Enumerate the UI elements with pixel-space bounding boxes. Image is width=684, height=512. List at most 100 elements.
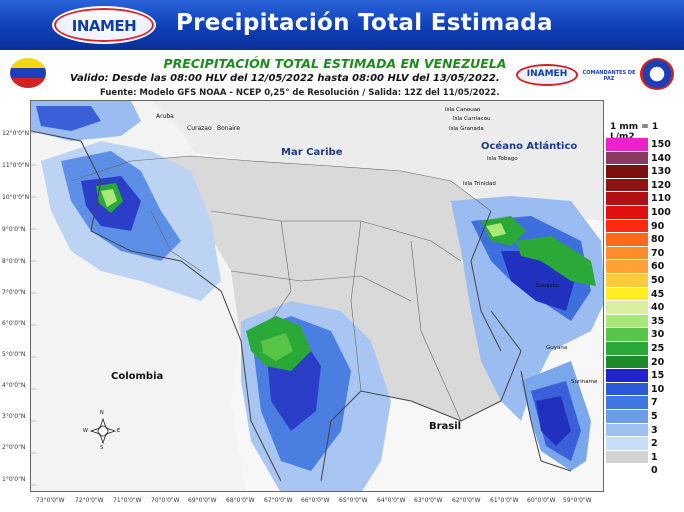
legend-swatch [606,274,648,288]
lon-tick-68w: 68°0'0"W [226,497,255,504]
legend-value: 3 [651,424,658,436]
label-curazao: Curazao [187,125,212,132]
legend-swatch [606,410,648,424]
lat-tick-1n: 1°0'0"N [2,476,26,483]
label-mar-caribe: Mar Caribe [281,147,343,158]
legend-value: 120 [651,179,671,191]
comandantes-logo: COMANDANTES DE PAZ [582,62,636,86]
legend-swatch [606,450,648,465]
legend-swatch [606,369,648,383]
legend-swatch [606,165,648,179]
shield-logo-icon [640,58,674,90]
lat-tick-11n: 11°0'0"N [2,162,30,169]
lon-tick-64w: 64°0'0"W [377,497,406,504]
legend-value: 150 [651,139,671,150]
label-isla-trinidad: Isla Trinidad [463,181,496,187]
label-isla-tobago: Isla Tobago [487,156,518,162]
inameh-small-logo: INAMEH [516,64,578,86]
label-aruba: Aruba [156,113,174,120]
label-esequibo: Esequibo [536,283,559,289]
legend-value: 25 [651,343,665,354]
lat-tick-4n: 4°0'0"N [2,382,26,389]
legend-value: 10 [651,383,665,395]
legend-value: 60 [651,261,665,273]
lat-tick-10n: 10°0'0"N [2,194,30,201]
label-isla-canouan: Isla Canouan [445,107,481,113]
legend-swatch [606,178,648,193]
legend-value: 130 [651,166,671,178]
label-guyana: Guyana [546,345,568,351]
comandantes-logo-text: COMANDANTES DE PAZ [582,70,636,82]
legend-swatch [606,260,648,274]
compass-w-label: W [83,428,88,434]
lon-tick-69w: 69°0'0"W [188,497,217,504]
label-suriname: Suriname [571,379,598,385]
lon-tick-72w: 72°0'0"W [75,497,104,504]
legend-swatch [606,151,648,166]
lon-tick-71w: 71°0'0"W [113,497,142,504]
lon-tick-67w: 67°0'0"W [264,497,293,504]
legend-swatch [606,396,648,410]
legend-swatch [606,328,648,342]
compass-s-label: S [100,445,104,451]
precipitation-map: Mar Caribe Océano Atlántico Colombia Bra… [30,100,604,492]
legend-swatch [606,233,648,247]
label-bonaire: Bonaire [217,125,240,132]
lon-tick-65w: 65°0'0"W [339,497,368,504]
compass-e-label: E [117,428,121,434]
compass-rose-icon [89,417,117,445]
lat-tick-3n: 3°0'0"N [2,413,26,420]
lon-tick-63w: 63°0'0"W [414,497,443,504]
page-title: Precipitación Total Estimada [176,10,553,36]
legend-title: 1 mm = 1 L/m2 [610,122,659,142]
legend-value: 15 [651,370,665,382]
venezuela-flag-icon [10,58,46,88]
label-isla-carriacou: Isla Carriacou [453,116,491,122]
lat-tick-6n: 6°0'0"N [2,320,26,327]
lat-tick-7n: 7°0'0"N [2,289,26,296]
legend-swatch [606,423,648,438]
map-svg [31,101,603,491]
legend-swatch [606,301,648,315]
legend-value: 30 [651,329,665,341]
lon-tick-66w: 66°0'0"W [301,497,330,504]
legend-value: 140 [651,152,671,164]
legend-value: 1 [651,451,658,463]
legend-swatch [606,246,648,261]
legend-value: 110 [651,193,671,205]
label-oceano-atlantico: Océano Atlántico [481,141,578,152]
legend-value: 50 [651,275,665,286]
legend-swatch [606,138,648,152]
lon-tick-59w: 59°0'0"W [563,497,592,504]
label-isla-granada: Isla Granada [449,126,484,132]
legend-value: 100 [651,207,671,218]
corner-strip [662,480,684,512]
source-text: Fuente: Modelo GFS NOAA - NCEP 0,25° de … [100,88,500,98]
header-banner: INAMEH Precipitación Total Estimada [0,0,684,50]
legend-swatch [606,382,648,397]
label-colombia: Colombia [111,371,164,382]
legend-swatch [606,314,648,329]
lon-tick-73w: 73°0'0"W [36,497,65,504]
legend-swatch [606,342,648,356]
lat-tick-12n: 12°0'0"N [2,130,30,137]
compass-n-label: N [100,410,104,416]
legend-value: 35 [651,315,665,327]
legend-value: 40 [651,302,665,314]
legend-value: 0 [651,465,658,477]
lon-tick-62w: 62°0'0"W [452,497,481,504]
legend-value: 90 [651,220,665,232]
legend-swatch [606,219,648,234]
lat-tick-9n: 9°0'0"N [2,226,26,233]
legend-swatch [606,287,648,302]
lat-tick-2n: 2°0'0"N [2,444,26,451]
label-brasil: Brasil [429,421,462,432]
inameh-logo-text: INAMEH [71,17,137,35]
inameh-small-logo-text: INAMEH [526,69,568,79]
product-title: PRECIPITACIÓN TOTAL ESTIMADA EN VENEZUEL… [163,56,507,71]
legend-value: 70 [651,247,665,259]
validity-text: Valido: Desde las 08:00 HLV del 12/05/20… [70,73,500,84]
legend-value: 2 [651,438,658,450]
legend-swatch [606,192,648,206]
lon-tick-70w: 70°0'0"W [151,497,180,504]
